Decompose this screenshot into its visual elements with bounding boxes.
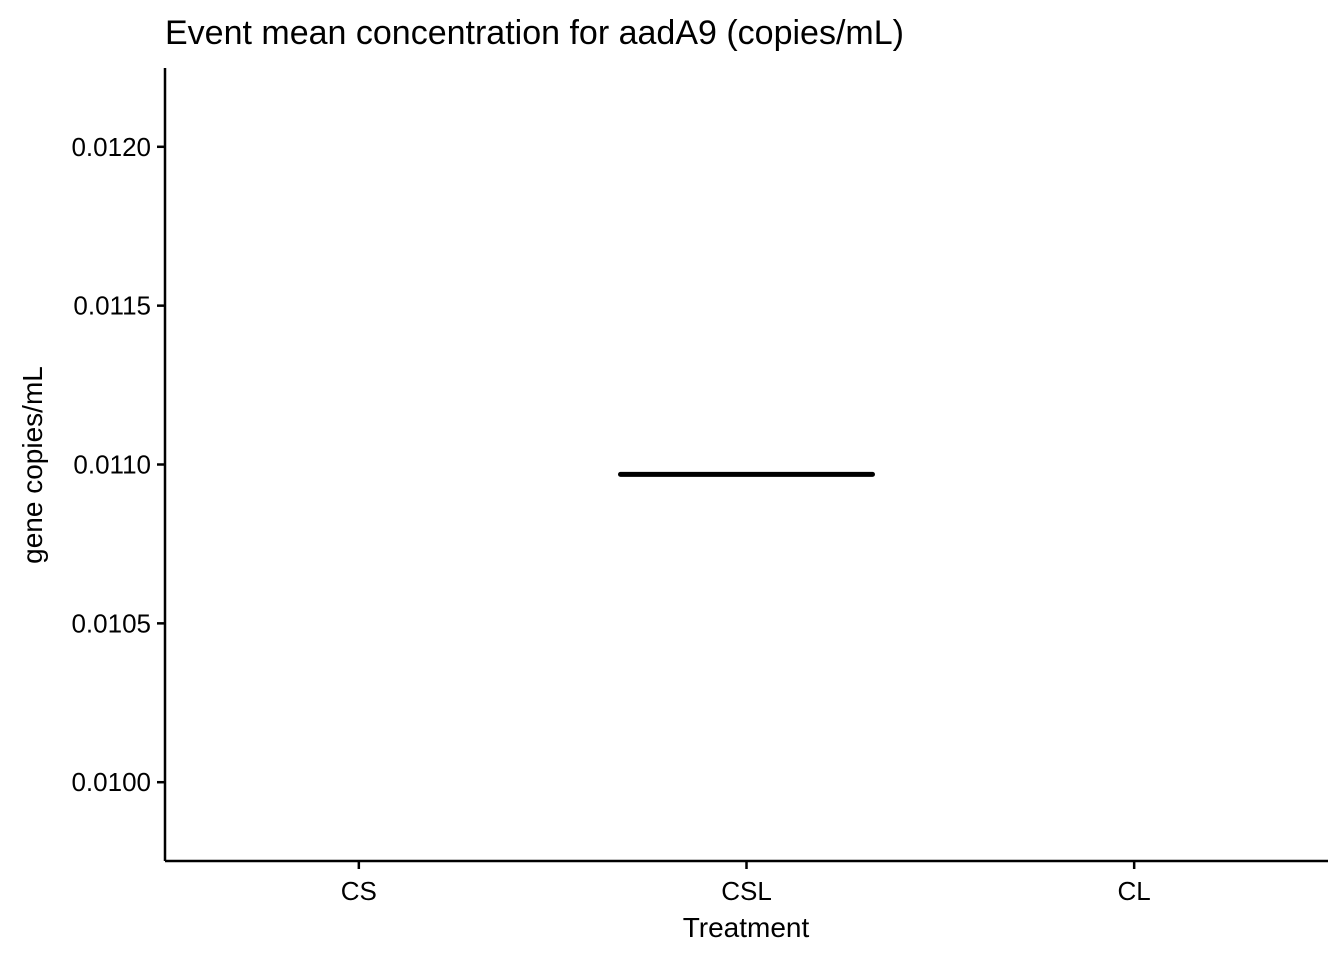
y-axis-ticks: 0.0100 0.0105 0.0110 0.0115 0.0120 — [71, 132, 165, 797]
y-tick-label: 0.0110 — [73, 450, 151, 480]
y-axis-title: gene copies/mL — [17, 366, 48, 564]
y-tick-label: 0.0105 — [71, 608, 151, 638]
x-axis-ticks: CS CSL CL — [341, 861, 1151, 906]
x-tick-label: CL — [1118, 876, 1151, 906]
y-tick-label: 0.0115 — [73, 291, 151, 321]
x-axis-title: Treatment — [683, 912, 810, 943]
x-tick-label: CS — [341, 876, 377, 906]
chart-title: Event mean concentration for aadA9 (copi… — [165, 14, 904, 52]
y-tick-label: 0.0120 — [71, 132, 151, 162]
x-tick-label: CSL — [721, 876, 772, 906]
y-tick-label: 0.0100 — [71, 767, 151, 797]
